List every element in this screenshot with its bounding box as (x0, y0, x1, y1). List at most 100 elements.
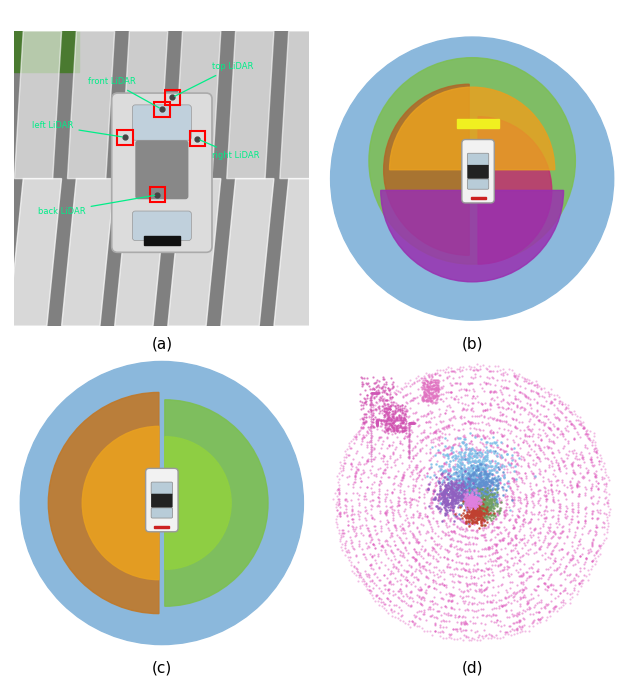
Point (402, 555, 412, 566)
Point (352, 565, 362, 576)
Point (503, 425, 513, 436)
Point (475, 497, 485, 508)
Point (450, 610, 460, 621)
Point (548, 544, 559, 555)
Point (493, 510, 503, 521)
Point (431, 385, 441, 396)
Point (347, 536, 357, 547)
Point (502, 476, 512, 487)
Point (403, 517, 413, 528)
Point (429, 544, 439, 555)
Point (370, 377, 380, 388)
Point (366, 439, 376, 450)
Point (412, 548, 422, 559)
Point (434, 496, 444, 507)
Point (511, 369, 521, 380)
Point (491, 555, 501, 566)
Point (482, 493, 492, 504)
Point (392, 426, 402, 437)
Point (446, 473, 456, 484)
Point (477, 458, 488, 469)
Point (375, 415, 385, 426)
Point (364, 531, 374, 542)
Point (463, 513, 473, 524)
Point (473, 471, 483, 482)
Point (574, 539, 585, 550)
Point (380, 509, 391, 520)
Point (567, 513, 577, 525)
Point (566, 476, 576, 487)
Point (366, 435, 376, 446)
Point (515, 486, 525, 498)
Point (395, 477, 405, 489)
Point (472, 475, 482, 486)
Point (348, 478, 358, 489)
Point (388, 423, 398, 434)
Point (395, 583, 405, 594)
Point (544, 538, 554, 549)
Point (495, 415, 505, 426)
Point (586, 545, 597, 556)
Point (364, 571, 374, 582)
Point (544, 606, 554, 617)
Point (445, 485, 455, 496)
Point (469, 507, 479, 518)
Point (403, 404, 413, 415)
Point (470, 482, 480, 493)
Point (510, 530, 520, 541)
Point (481, 490, 491, 501)
Point (401, 427, 411, 438)
Point (368, 388, 378, 399)
Point (479, 502, 489, 513)
Point (524, 424, 534, 435)
Point (484, 501, 494, 512)
Point (588, 554, 598, 565)
Point (464, 513, 474, 524)
Point (472, 504, 482, 516)
Point (450, 393, 460, 404)
Point (524, 374, 534, 385)
Point (387, 500, 397, 511)
Point (479, 477, 489, 488)
Point (382, 410, 392, 421)
Point (477, 498, 487, 509)
Point (452, 461, 462, 472)
Point (492, 374, 502, 385)
Point (569, 531, 579, 543)
Point (465, 579, 475, 590)
Point (588, 434, 598, 445)
Point (557, 407, 567, 418)
Point (406, 600, 416, 611)
Point (387, 411, 398, 422)
Point (462, 471, 472, 482)
Point (476, 502, 486, 513)
Point (491, 386, 501, 397)
Point (465, 452, 476, 463)
Point (477, 550, 488, 561)
Point (424, 455, 434, 466)
Point (424, 385, 434, 396)
Point (498, 484, 508, 495)
Point (593, 477, 603, 489)
Point (497, 415, 507, 426)
Point (601, 509, 611, 520)
Point (403, 451, 413, 462)
Point (585, 524, 595, 535)
Point (474, 471, 484, 482)
Point (396, 478, 406, 489)
Point (534, 542, 545, 553)
Point (455, 365, 465, 376)
Circle shape (20, 361, 304, 644)
Point (590, 444, 600, 455)
Point (476, 446, 486, 457)
Point (574, 453, 584, 464)
Point (588, 540, 598, 552)
Point (466, 484, 476, 495)
Point (387, 424, 398, 435)
Point (463, 518, 473, 529)
Point (375, 505, 385, 516)
Point (440, 481, 450, 492)
Point (453, 493, 463, 504)
Point (498, 394, 508, 405)
Point (466, 459, 476, 470)
